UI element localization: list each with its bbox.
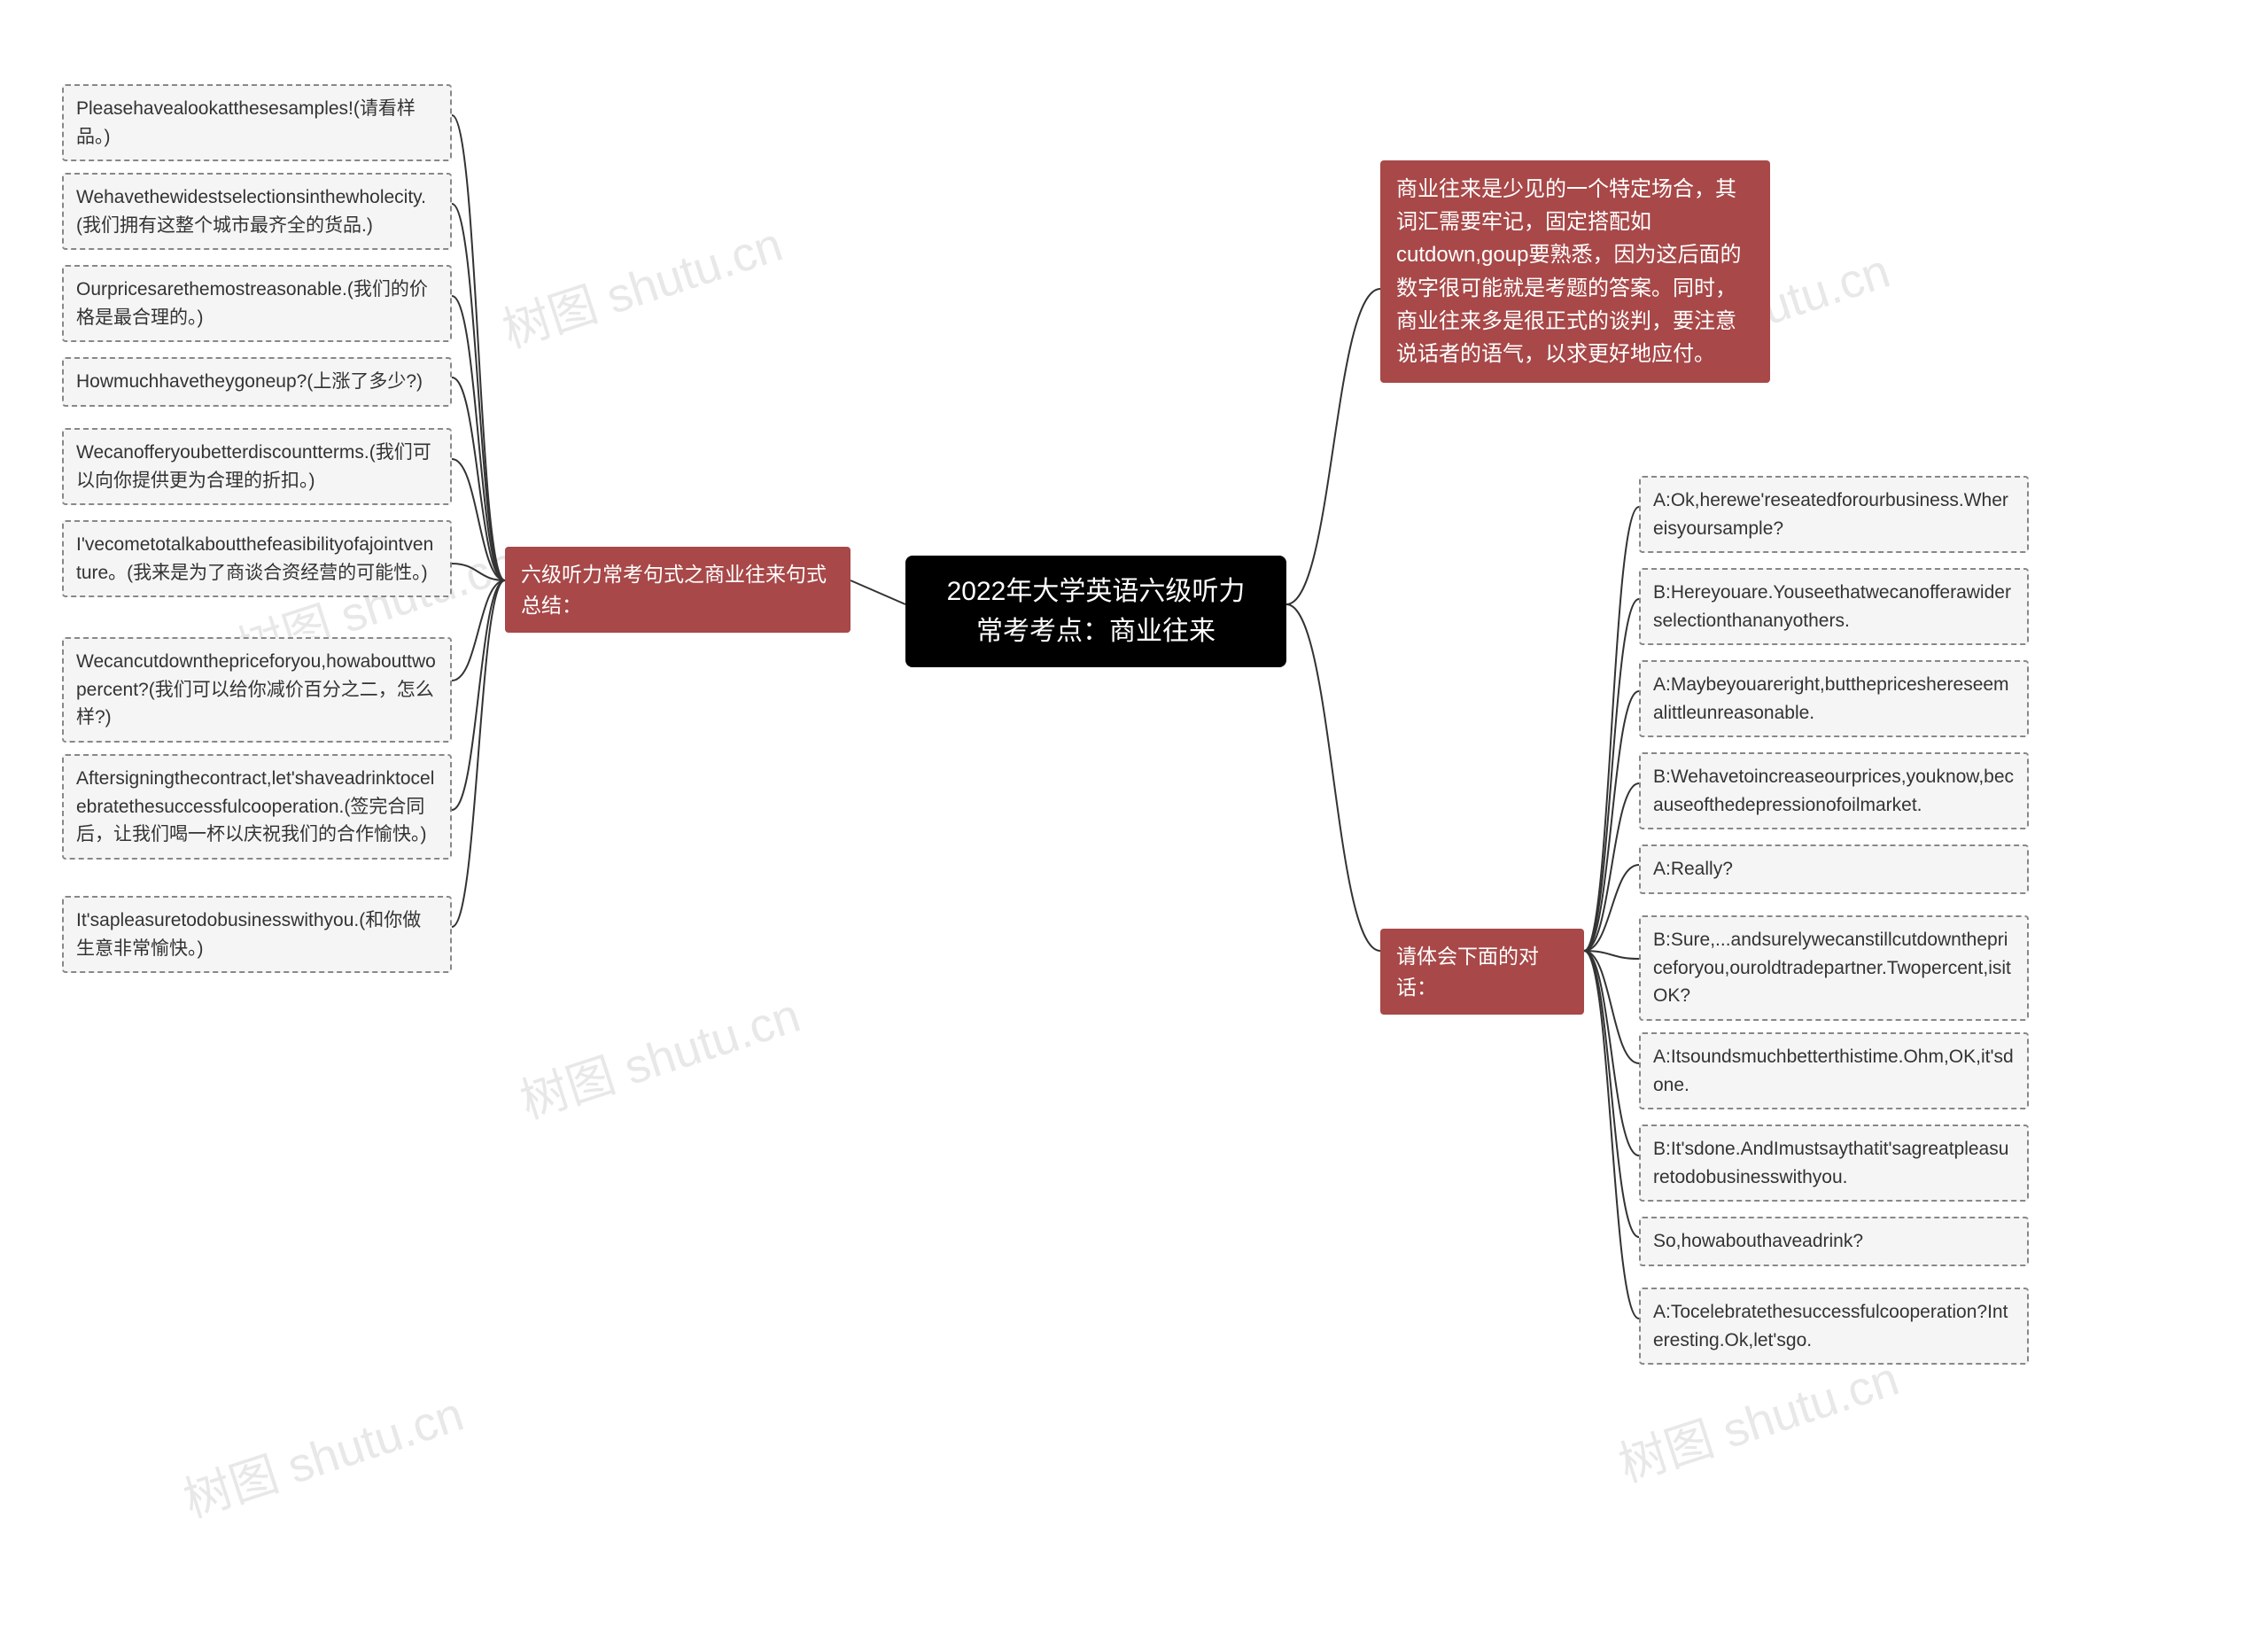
intro-box: 商业往来是少见的一个特定场合，其词汇需要牢记，固定搭配如cutdown,goup… xyxy=(1380,160,1770,383)
left-item-6: Wecancutdownthepriceforyou,howabouttwope… xyxy=(62,637,452,743)
left-item-2: Ourpricesarethemostreasonable.(我们的价格是最合理… xyxy=(62,265,452,342)
right-item-4: A:Really? xyxy=(1639,844,2029,894)
right-item-2: A:Maybeyouareright,butthepriceshereseema… xyxy=(1639,660,2029,737)
left-item-8: It'sapleasuretodobusinesswithyou.(和你做生意非… xyxy=(62,896,452,973)
right-item-7: B:It'sdone.AndImustsaythatit'sagreatplea… xyxy=(1639,1124,2029,1202)
watermark: 树图 shutu.cn xyxy=(493,205,790,361)
left-item-0: Pleasehavealookatthesesamples!(请看样品。) xyxy=(62,84,452,161)
right-item-1: B:Hereyouare.Youseethatwecanofferawiders… xyxy=(1639,568,2029,645)
left-item-5: I'vecometotalkaboutthefeasibilityofajoin… xyxy=(62,520,452,597)
right-item-3: B:Wehavetoincreaseourprices,youknow,beca… xyxy=(1639,752,2029,829)
left-branch-header: 六级听力常考句式之商业往来句式总结： xyxy=(505,547,850,633)
center-line1: 2022年大学英语六级听力 xyxy=(947,577,1246,606)
left-item-3: Howmuchhavetheygoneup?(上涨了多少?) xyxy=(62,357,452,407)
watermark: 树图 shutu.cn xyxy=(510,976,808,1132)
right-item-0: A:Ok,herewe'reseatedforourbusiness.Where… xyxy=(1639,476,2029,553)
right-item-9: A:Tocelebratethesuccessfulcooperation?In… xyxy=(1639,1288,2029,1365)
right-branch-header: 请体会下面的对话： xyxy=(1380,929,1584,1015)
left-item-7: Aftersigningthecontract,let'shaveadrinkt… xyxy=(62,754,452,860)
right-item-6: A:Itsoundsmuchbetterthistime.Ohm,OK,it's… xyxy=(1639,1032,2029,1109)
center-line2: 常考考点：商业往来 xyxy=(976,617,1216,646)
watermark: 树图 shutu.cn xyxy=(174,1374,471,1530)
right-item-8: So,howabouthaveadrink? xyxy=(1639,1217,2029,1266)
left-item-1: Wehavethewidestselectionsinthewholecity.… xyxy=(62,173,452,250)
left-item-4: Wecanofferyoubetterdiscountterms.(我们可以向你… xyxy=(62,428,452,505)
center-node: 2022年大学英语六级听力 常考考点：商业往来 xyxy=(905,556,1286,667)
right-item-5: B:Sure,...andsurelywecanstillcutdownthep… xyxy=(1639,915,2029,1021)
